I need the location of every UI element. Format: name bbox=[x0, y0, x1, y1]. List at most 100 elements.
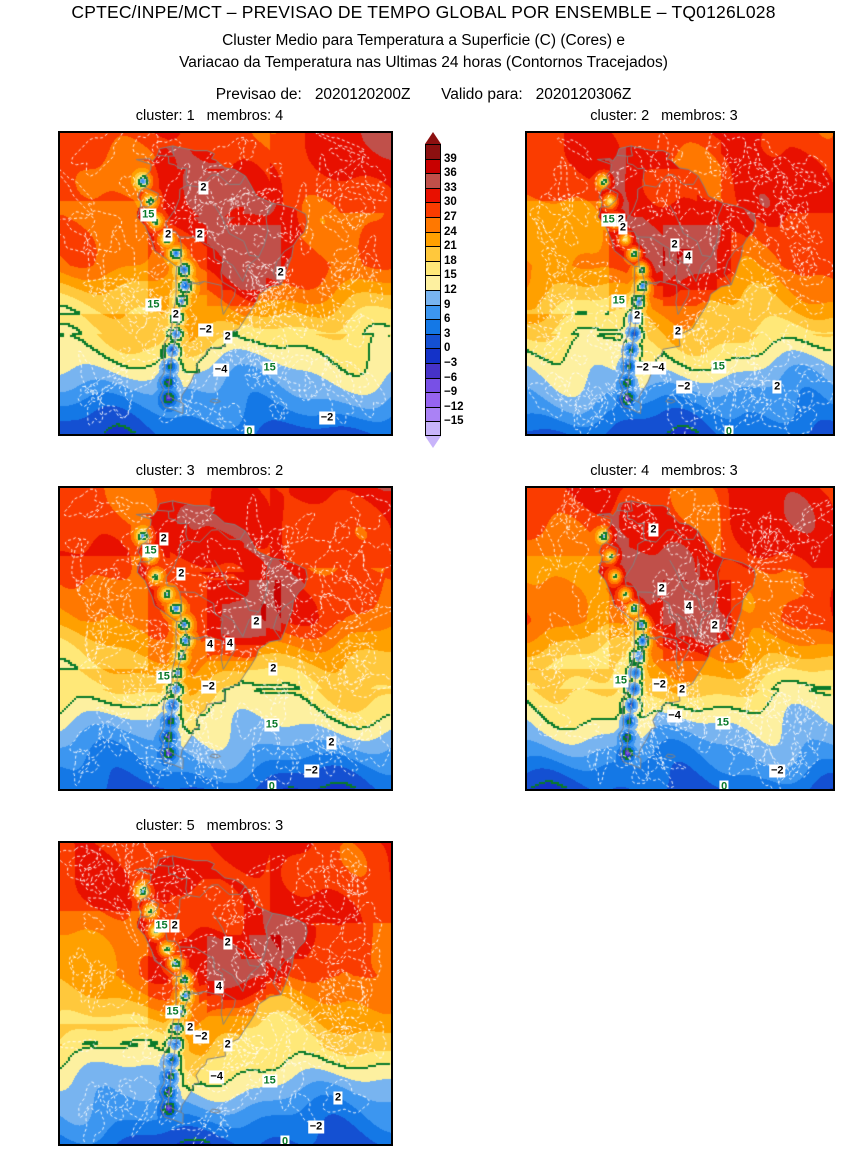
map-area-cluster-2[interactable]: 1515150222422−2−4−2215N10N5NEQ5S10S15S20… bbox=[525, 131, 835, 436]
y-axis-tick bbox=[58, 752, 60, 754]
x-axis-tick bbox=[253, 789, 255, 791]
x-axis-tick bbox=[216, 434, 218, 436]
forecast-label: Previsao de: bbox=[215, 86, 302, 103]
x-axis-tick bbox=[568, 789, 570, 791]
cluster-number: 1 bbox=[186, 108, 195, 124]
contour-label: 2 bbox=[673, 325, 683, 339]
x-axis-tick bbox=[671, 789, 673, 791]
colorbar-tick-label: 18 bbox=[444, 254, 457, 267]
x-axis-tick bbox=[290, 789, 292, 791]
colorbar-cell bbox=[425, 333, 441, 349]
colorbar-cell bbox=[425, 144, 441, 159]
y-axis-tick bbox=[525, 609, 527, 611]
forecast-time: 2020120200Z bbox=[314, 86, 411, 103]
map-area-cluster-3[interactable]: 1515150222442−22−215N10N5NEQ5S10S15S20S2… bbox=[58, 486, 393, 791]
y-axis-tick bbox=[58, 234, 60, 236]
contour-label: 2 bbox=[195, 228, 205, 242]
y-axis-tick bbox=[525, 153, 527, 155]
x-axis-tick bbox=[327, 434, 329, 436]
contour-label: −2 bbox=[197, 323, 214, 337]
cluster-label: cluster: bbox=[590, 108, 638, 124]
contour-label: 0 bbox=[719, 780, 729, 789]
contour-label: 4 bbox=[205, 638, 215, 652]
colorbar-strip bbox=[425, 144, 441, 436]
y-axis-tick bbox=[525, 487, 527, 489]
y-axis-tick bbox=[58, 924, 60, 926]
y-axis-tick bbox=[525, 254, 527, 256]
y-axis-tick bbox=[525, 214, 527, 216]
colorbar-cell bbox=[425, 304, 441, 320]
x-axis-tick bbox=[364, 1144, 366, 1146]
y-axis-tick bbox=[525, 275, 527, 277]
y-axis-tick bbox=[525, 731, 527, 733]
panel-title-cluster-3: cluster: 3 membros: 2 bbox=[20, 463, 399, 479]
valid-time: 2020120306Z bbox=[535, 86, 632, 103]
map-area-cluster-4[interactable]: 151502242−22−4−215N10N5NEQ5S10S15S20S25S… bbox=[525, 486, 835, 791]
contour-label: −2 bbox=[769, 764, 786, 778]
contour-label: 15 bbox=[142, 544, 159, 558]
contour-label: −4 bbox=[650, 361, 667, 375]
colorbar-cell bbox=[425, 348, 441, 363]
contour-label: 2 bbox=[198, 181, 208, 195]
contour-label: 2 bbox=[176, 567, 186, 581]
x-axis-tick bbox=[178, 434, 180, 436]
contour-label: 15 bbox=[613, 674, 629, 688]
y-axis-tick bbox=[58, 295, 60, 297]
y-axis-tick bbox=[525, 711, 527, 713]
x-axis-tick bbox=[67, 1144, 69, 1146]
x-axis-tick bbox=[104, 1144, 106, 1146]
contour-label: 2 bbox=[163, 228, 173, 242]
contour-label: 4 bbox=[684, 600, 694, 614]
colorbar-tick-label: −15 bbox=[444, 415, 464, 428]
y-axis-tick bbox=[58, 173, 60, 175]
x-axis-tick bbox=[809, 434, 811, 436]
members-label: membros: bbox=[206, 818, 272, 834]
y-axis-tick bbox=[525, 193, 527, 195]
y-axis-tick bbox=[58, 1127, 60, 1129]
colorbar-cell bbox=[425, 202, 441, 217]
y-axis-tick bbox=[58, 842, 60, 844]
x-axis-tick bbox=[602, 434, 604, 436]
y-axis-tick bbox=[525, 691, 527, 693]
members-label: membros: bbox=[661, 463, 726, 479]
contour-label: −2 bbox=[200, 680, 217, 694]
members-count: 2 bbox=[275, 463, 284, 479]
y-axis-tick bbox=[58, 944, 60, 946]
x-axis-tick bbox=[774, 434, 776, 436]
y-axis-tick bbox=[58, 731, 60, 733]
cluster-number: 3 bbox=[186, 463, 195, 479]
map-area-cluster-1[interactable]: 151515022222−22−4−215N10N5NEQ5S10S15S20S… bbox=[58, 131, 393, 436]
contour-label: 2 bbox=[710, 619, 720, 633]
contour-label: 2 bbox=[223, 936, 233, 950]
colorbar-cell bbox=[425, 260, 441, 276]
x-axis-tick bbox=[216, 1144, 218, 1146]
page-title: CPTEC/INPE/MCT – PREVISAO DE TEMPO GLOBA… bbox=[71, 2, 776, 22]
x-axis-tick bbox=[705, 434, 707, 436]
y-axis-tick bbox=[58, 589, 60, 591]
contour-label: 2 bbox=[223, 330, 233, 344]
y-axis-tick bbox=[58, 1066, 60, 1068]
subtitle-line-2: Variacao da Temperatura nas Ultimas 24 h… bbox=[179, 54, 668, 71]
colorbar-tick-label: 27 bbox=[444, 211, 457, 223]
y-axis-tick bbox=[58, 275, 60, 277]
colorbar-tick-label: 36 bbox=[444, 167, 457, 180]
cluster-label: cluster: bbox=[590, 463, 638, 479]
contour-label: 15 bbox=[715, 716, 731, 730]
contour-label: 2 bbox=[333, 1091, 343, 1105]
x-axis-tick bbox=[740, 434, 742, 436]
contour-label: 2 bbox=[251, 615, 261, 629]
contour-label: 2 bbox=[170, 919, 180, 933]
y-axis-tick bbox=[58, 964, 60, 966]
y-axis-tick bbox=[58, 336, 60, 338]
contour-label: −4 bbox=[208, 1070, 225, 1084]
colorbar-cell bbox=[425, 421, 441, 436]
x-axis-tick bbox=[141, 789, 143, 791]
y-axis-tick bbox=[58, 670, 60, 672]
y-axis-tick bbox=[58, 1046, 60, 1048]
y-axis-tick bbox=[525, 336, 527, 338]
temperature-field-canvas bbox=[60, 133, 391, 434]
map-area-cluster-5[interactable]: 15151502242−22−42−215N10N5NEQ5S10S15S20S… bbox=[58, 841, 393, 1146]
colorbar-cell bbox=[425, 392, 441, 407]
y-axis-tick bbox=[525, 295, 527, 297]
x-axis-tick bbox=[364, 434, 366, 436]
